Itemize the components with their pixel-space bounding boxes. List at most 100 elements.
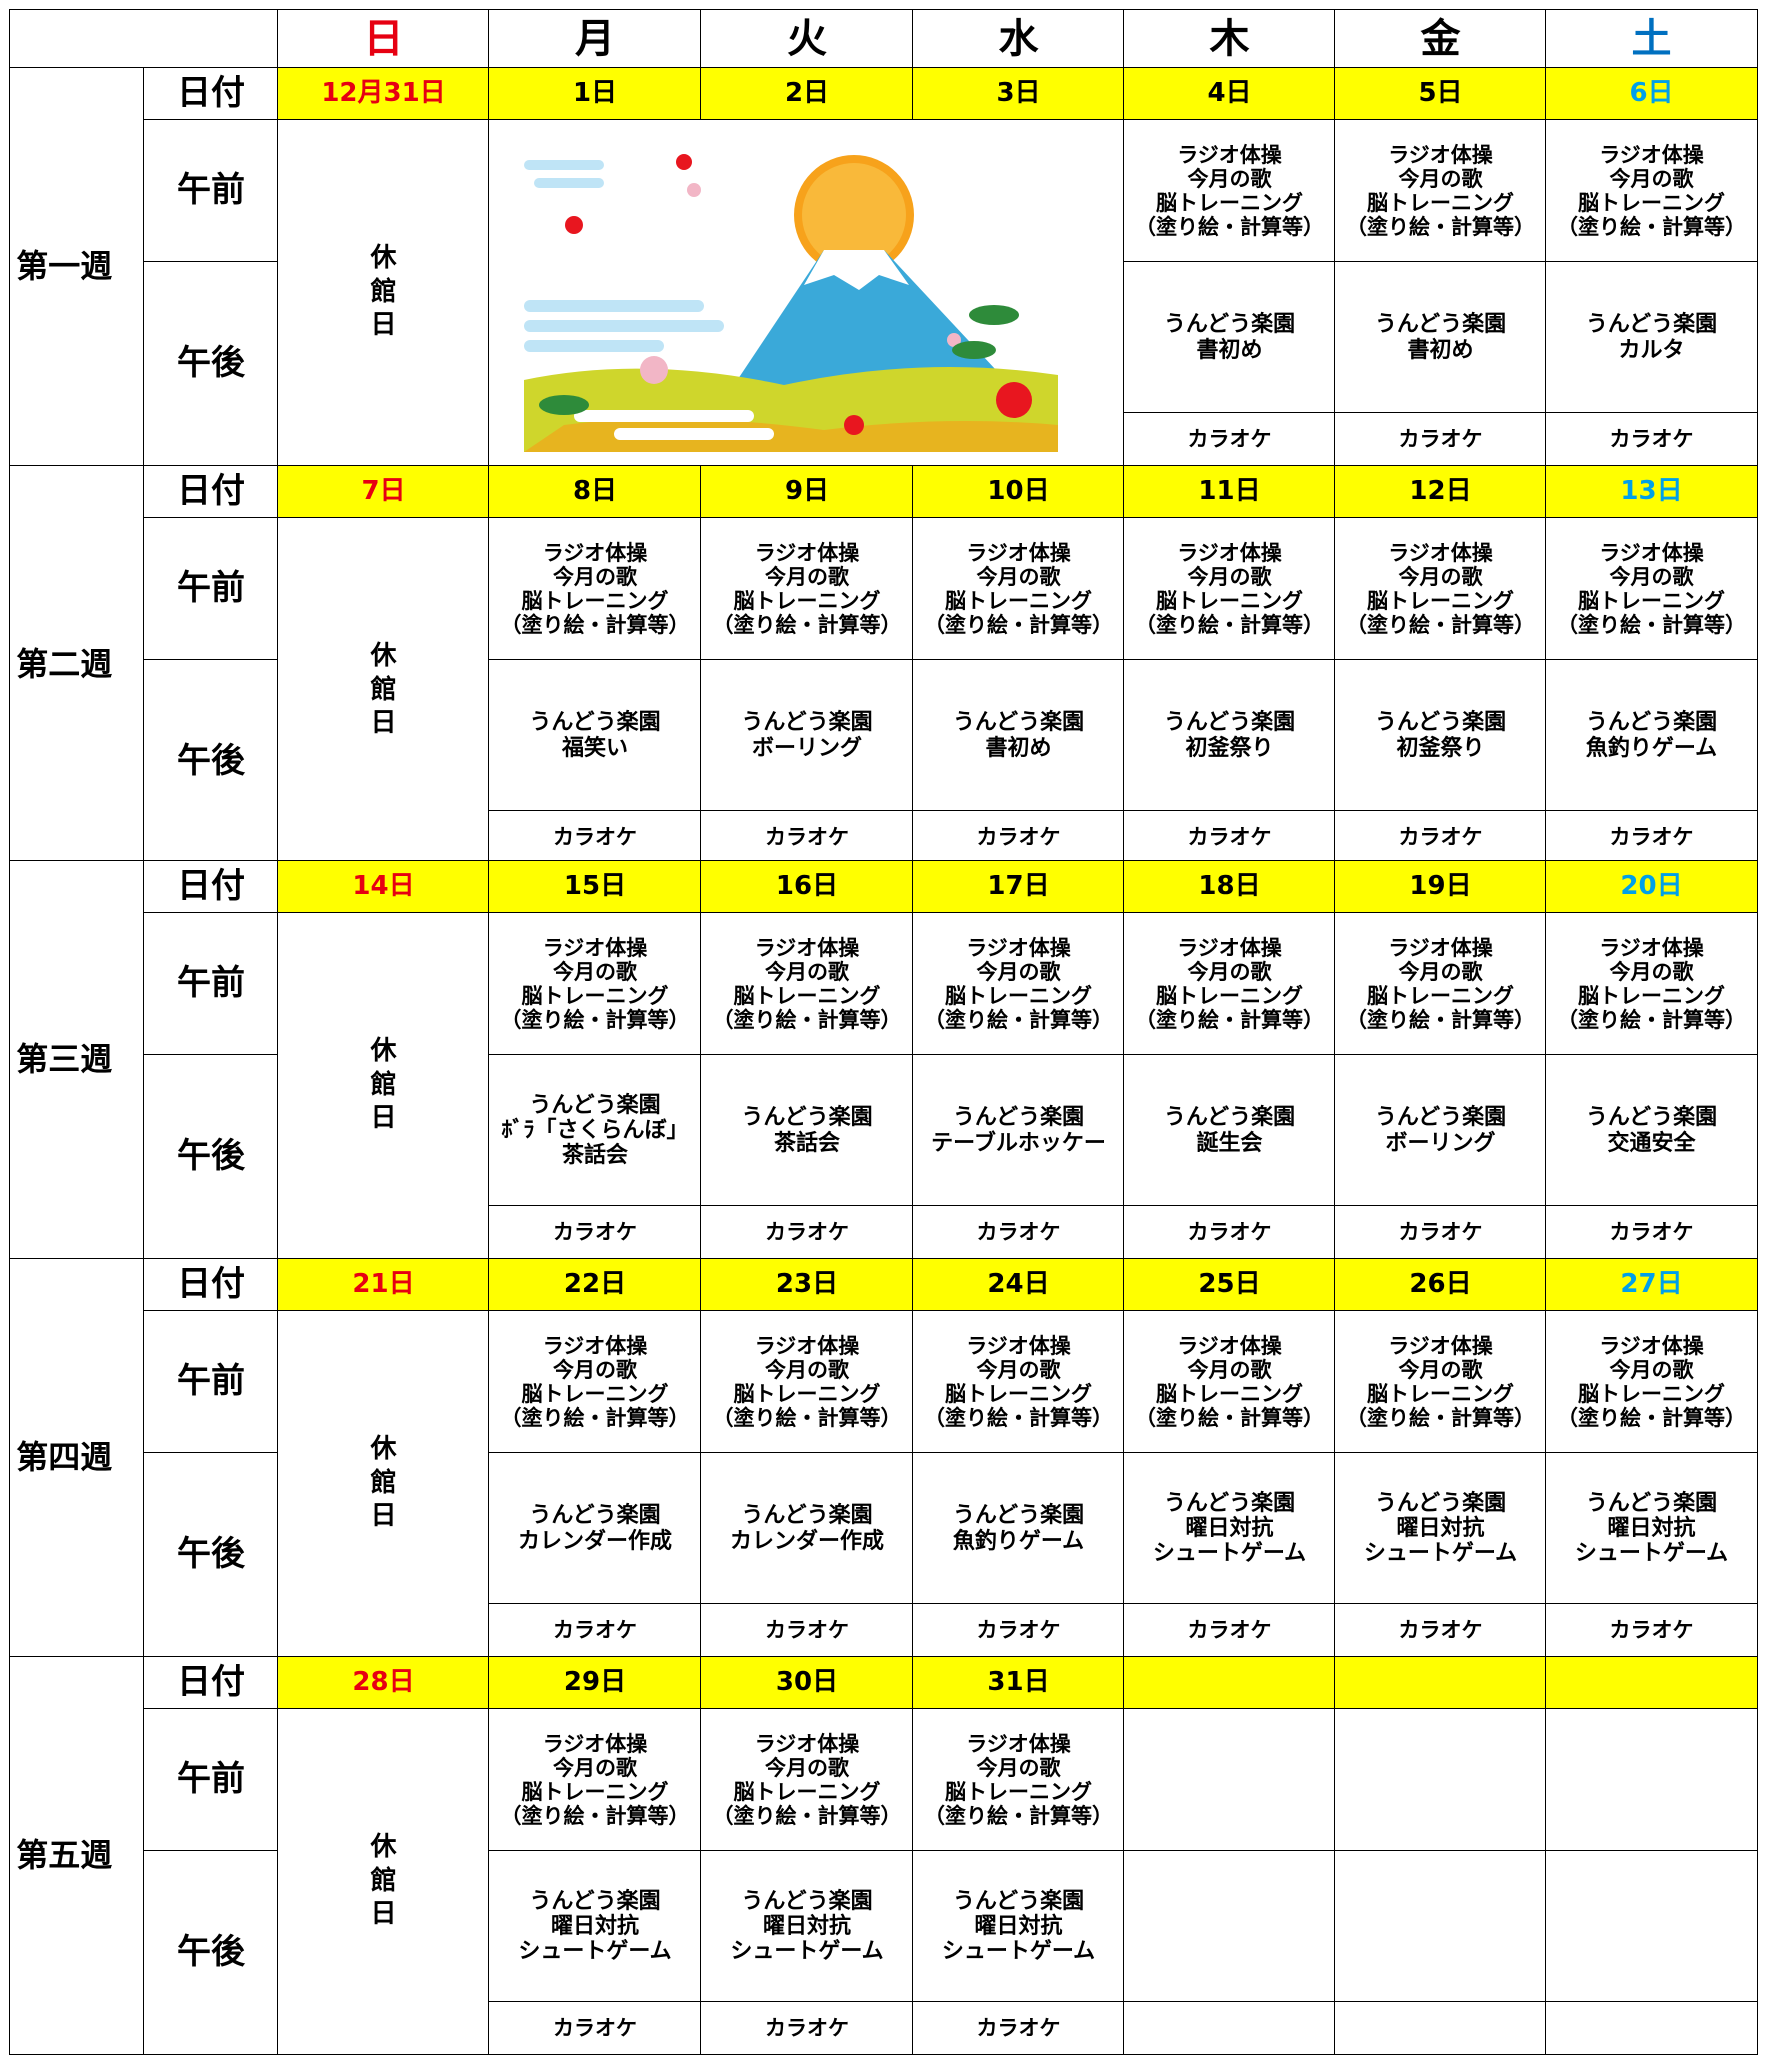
day-header: 金 bbox=[1334, 9, 1547, 69]
karaoke-cell: カラオケ bbox=[700, 810, 914, 864]
date-cell: 15日 bbox=[488, 860, 702, 914]
afternoon-activity: うんどう楽園 茶話会 bbox=[700, 1054, 914, 1207]
date-cell: 23日 bbox=[700, 1258, 914, 1312]
afternoon-activity: うんどう楽園 福笑い bbox=[488, 659, 702, 812]
date-cell: 26日 bbox=[1334, 1258, 1547, 1312]
date-cell: 1日 bbox=[488, 67, 702, 121]
karaoke-cell bbox=[1334, 2001, 1547, 2055]
date-cell: 8日 bbox=[488, 465, 702, 519]
morning-activity: ラジオ体操 今月の歌 脳トレーニング （塗り絵・計算等） bbox=[488, 517, 702, 661]
morning-activity bbox=[1334, 1708, 1547, 1852]
date-cell bbox=[1334, 1656, 1547, 1710]
afternoon-activity: うんどう楽園 書初め bbox=[1123, 261, 1336, 414]
date-cell: 6日 bbox=[1545, 67, 1758, 121]
row-label: 午後 bbox=[143, 1850, 279, 2055]
afternoon-activity: うんどう楽園 ボーリング bbox=[700, 659, 914, 812]
karaoke-cell: カラオケ bbox=[912, 1205, 1125, 1259]
row-label: 日付 bbox=[143, 860, 279, 914]
date-cell: 9日 bbox=[700, 465, 914, 519]
karaoke-cell: カラオケ bbox=[1545, 1603, 1758, 1657]
row-label: 午前 bbox=[143, 1310, 279, 1454]
afternoon-activity: うんどう楽園 交通安全 bbox=[1545, 1054, 1758, 1207]
date-cell: 12日 bbox=[1334, 465, 1547, 519]
date-cell: 20日 bbox=[1545, 860, 1758, 914]
afternoon-activity: うんどう楽園 カルタ bbox=[1545, 261, 1758, 414]
week-label: 第五週 bbox=[9, 1656, 145, 2055]
karaoke-cell: カラオケ bbox=[1334, 1603, 1547, 1657]
morning-activity: ラジオ体操 今月の歌 脳トレーニング （塗り絵・計算等） bbox=[1545, 517, 1758, 661]
karaoke-cell: カラオケ bbox=[912, 2001, 1125, 2055]
morning-activity: ラジオ体操 今月の歌 脳トレーニング （塗り絵・計算等） bbox=[912, 912, 1125, 1056]
date-cell: 27日 bbox=[1545, 1258, 1758, 1312]
afternoon-activity: うんどう楽園 書初め bbox=[1334, 261, 1547, 414]
row-label: 午後 bbox=[143, 1054, 279, 1259]
day-header: 日 bbox=[277, 9, 490, 69]
morning-activity: ラジオ体操 今月の歌 脳トレーニング （塗り絵・計算等） bbox=[1334, 517, 1547, 661]
afternoon-activity: うんどう楽園 曜日対抗 シュートゲーム bbox=[488, 1850, 702, 2003]
morning-activity: ラジオ体操 今月の歌 脳トレーニング （塗り絵・計算等） bbox=[1334, 1310, 1547, 1454]
date-cell: 31日 bbox=[912, 1656, 1125, 1710]
afternoon-activity bbox=[1123, 1850, 1336, 2003]
week-label: 第四週 bbox=[9, 1258, 145, 1657]
morning-activity bbox=[1123, 1708, 1336, 1852]
karaoke-cell: カラオケ bbox=[488, 1603, 702, 1657]
week-label: 第三週 bbox=[9, 860, 145, 1259]
date-cell: 4日 bbox=[1123, 67, 1336, 121]
karaoke-cell: カラオケ bbox=[1334, 412, 1547, 466]
day-header: 木 bbox=[1123, 9, 1336, 69]
morning-activity: ラジオ体操 今月の歌 脳トレーニング （塗り絵・計算等） bbox=[1123, 912, 1336, 1056]
date-cell: 28日 bbox=[277, 1656, 490, 1710]
afternoon-activity: うんどう楽園 ﾎﾞﾗ「さくらんぼ」 茶話会 bbox=[488, 1054, 702, 1207]
row-label: 午後 bbox=[143, 261, 279, 466]
date-cell bbox=[1545, 1656, 1758, 1710]
row-label: 午前 bbox=[143, 1708, 279, 1852]
new-year-illustration bbox=[524, 140, 1058, 452]
morning-activity: ラジオ体操 今月の歌 脳トレーニング （塗り絵・計算等） bbox=[912, 1708, 1125, 1852]
morning-activity: ラジオ体操 今月の歌 脳トレーニング （塗り絵・計算等） bbox=[700, 1708, 914, 1852]
week-label: 第一週 bbox=[9, 67, 145, 466]
date-cell: 13日 bbox=[1545, 465, 1758, 519]
date-cell: 24日 bbox=[912, 1258, 1125, 1312]
karaoke-cell: カラオケ bbox=[912, 810, 1125, 864]
closed-cell: 休 館 日 bbox=[277, 1310, 490, 1657]
date-cell: 7日 bbox=[277, 465, 490, 519]
row-label: 午後 bbox=[143, 1452, 279, 1657]
afternoon-activity: うんどう楽園 魚釣りゲーム bbox=[912, 1452, 1125, 1605]
date-cell: 14日 bbox=[277, 860, 490, 914]
afternoon-activity: うんどう楽園 ボーリング bbox=[1334, 1054, 1547, 1207]
afternoon-activity: うんどう楽園 曜日対抗 シュートゲーム bbox=[912, 1850, 1125, 2003]
afternoon-activity: うんどう楽園 曜日対抗 シュートゲーム bbox=[1545, 1452, 1758, 1605]
row-label: 午後 bbox=[143, 659, 279, 864]
afternoon-activity: うんどう楽園 カレンダー作成 bbox=[488, 1452, 702, 1605]
morning-activity: ラジオ体操 今月の歌 脳トレーニング （塗り絵・計算等） bbox=[1545, 119, 1758, 263]
row-label: 日付 bbox=[143, 67, 279, 121]
corner-cell bbox=[9, 9, 279, 69]
date-cell: 2日 bbox=[700, 67, 914, 121]
morning-activity: ラジオ体操 今月の歌 脳トレーニング （塗り絵・計算等） bbox=[700, 912, 914, 1056]
closed-cell: 休 館 日 bbox=[277, 912, 490, 1259]
date-cell: 16日 bbox=[700, 860, 914, 914]
afternoon-activity: うんどう楽園 カレンダー作成 bbox=[700, 1452, 914, 1605]
karaoke-cell: カラオケ bbox=[1334, 810, 1547, 864]
karaoke-cell: カラオケ bbox=[488, 1205, 702, 1259]
morning-activity: ラジオ体操 今月の歌 脳トレーニング （塗り絵・計算等） bbox=[1545, 912, 1758, 1056]
week-label: 第二週 bbox=[9, 465, 145, 864]
karaoke-cell: カラオケ bbox=[488, 810, 702, 864]
afternoon-activity: うんどう楽園 書初め bbox=[912, 659, 1125, 812]
morning-activity: ラジオ体操 今月の歌 脳トレーニング （塗り絵・計算等） bbox=[912, 1310, 1125, 1454]
afternoon-activity: うんどう楽園 曜日対抗 シュートゲーム bbox=[700, 1850, 914, 2003]
afternoon-activity: うんどう楽園 魚釣りゲーム bbox=[1545, 659, 1758, 812]
karaoke-cell: カラオケ bbox=[1334, 1205, 1547, 1259]
karaoke-cell: カラオケ bbox=[700, 2001, 914, 2055]
morning-activity: ラジオ体操 今月の歌 脳トレーニング （塗り絵・計算等） bbox=[1123, 1310, 1336, 1454]
morning-activity: ラジオ体操 今月の歌 脳トレーニング （塗り絵・計算等） bbox=[488, 1310, 702, 1454]
karaoke-cell bbox=[1545, 2001, 1758, 2055]
row-label: 午前 bbox=[143, 119, 279, 263]
row-label: 午前 bbox=[143, 912, 279, 1056]
morning-activity: ラジオ体操 今月の歌 脳トレーニング （塗り絵・計算等） bbox=[1545, 1310, 1758, 1454]
morning-activity: ラジオ体操 今月の歌 脳トレーニング （塗り絵・計算等） bbox=[488, 912, 702, 1056]
date-cell: 18日 bbox=[1123, 860, 1336, 914]
date-cell: 25日 bbox=[1123, 1258, 1336, 1312]
morning-activity: ラジオ体操 今月の歌 脳トレーニング （塗り絵・計算等） bbox=[912, 517, 1125, 661]
